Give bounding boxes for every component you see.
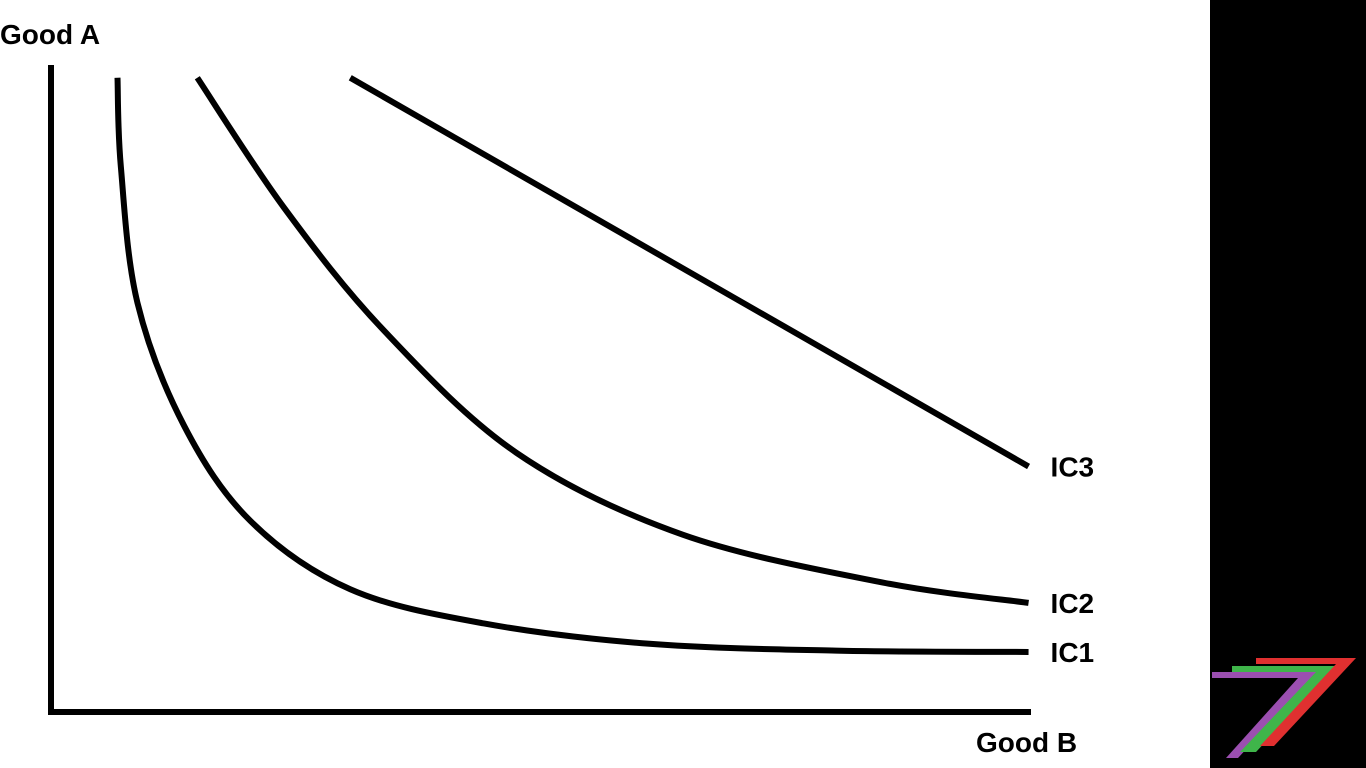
curve-label-ic1: IC1 xyxy=(1051,637,1095,668)
side-panel xyxy=(1210,0,1366,768)
curve-ic2 xyxy=(194,76,1029,606)
curve-group xyxy=(114,75,1031,655)
curve-label-ic3: IC3 xyxy=(1051,451,1095,482)
curve-ic3 xyxy=(348,75,1031,470)
x-axis-title: Good B xyxy=(976,727,1077,758)
seven-logo-icon xyxy=(1212,658,1356,758)
y-axis-title: Good A xyxy=(0,19,100,50)
curve-label-group: IC1 IC2 IC3 xyxy=(1051,451,1095,668)
curve-label-ic2: IC2 xyxy=(1051,588,1095,619)
curve-ic1 xyxy=(114,77,1029,655)
